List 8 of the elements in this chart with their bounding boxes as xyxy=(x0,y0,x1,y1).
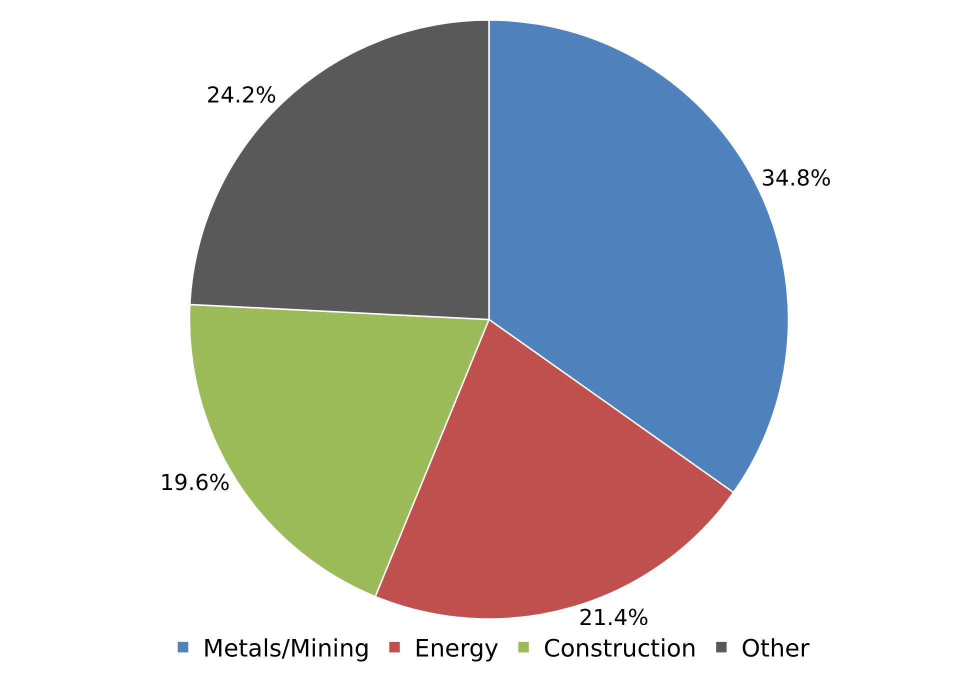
data-label: 24.2% xyxy=(206,83,276,108)
legend-label: Other xyxy=(741,634,810,662)
data-label: 19.6% xyxy=(160,471,230,496)
data-label: 34.8% xyxy=(761,166,832,192)
legend-label: Energy xyxy=(414,634,499,662)
legend-label: Metals/Mining xyxy=(203,634,370,662)
legend-label: Construction xyxy=(544,634,696,662)
data-label: 21.4% xyxy=(578,606,649,632)
